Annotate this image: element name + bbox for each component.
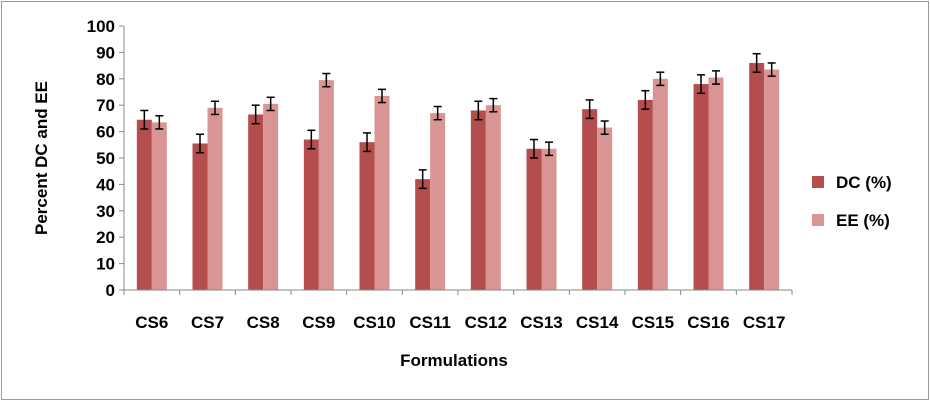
bar-ee: [207, 107, 223, 290]
bar-dc: [693, 84, 709, 290]
bar-ee: [597, 127, 613, 290]
bar-ee: [151, 122, 167, 290]
y-tick-label: 10: [96, 255, 115, 274]
bar-ee: [541, 148, 557, 290]
bar-ee: [263, 103, 279, 290]
x-tick-label: CS16: [687, 313, 730, 332]
x-axis-ticks: CS6 CS7 CS8 CS9 CS10 CS11 CS12 CS13 CS14 CS15 CS16…: [123, 290, 793, 332]
x-tick-label: CS12: [465, 313, 508, 332]
legend: DC (%) EE (%): [812, 173, 892, 230]
bars: [136, 62, 780, 291]
y-tick-label: 70: [96, 96, 115, 115]
bar-dc: [359, 142, 375, 290]
bar-dc: [192, 143, 208, 290]
x-tick-label: CS7: [191, 313, 224, 332]
y-axis-ticks: 0 10 20 30 40 50 60 70 80 90 100: [87, 17, 124, 300]
x-tick-label: CS13: [520, 313, 563, 332]
x-tick-label: CS9: [302, 313, 335, 332]
bar-dc: [582, 109, 598, 290]
bar-dc: [415, 179, 431, 290]
x-tick-label: CS14: [576, 313, 619, 332]
x-tick-label: CS11: [409, 313, 451, 332]
bar-dc: [526, 148, 542, 290]
y-tick-label: 90: [96, 43, 115, 62]
y-tick-label: 0: [106, 281, 115, 300]
y-tick-label: 40: [96, 175, 115, 194]
bar-ee: [652, 78, 668, 290]
bar-ee: [430, 113, 446, 291]
y-tick-label: 50: [96, 149, 115, 168]
y-tick-label: 30: [96, 202, 115, 221]
y-tick-label: 100: [87, 17, 115, 36]
y-tick-label: 20: [96, 228, 115, 247]
bar-dc: [749, 62, 765, 291]
y-axis-title: Percent DC and EE: [32, 81, 51, 235]
bar-dc: [136, 119, 152, 290]
y-tick-label: 60: [96, 123, 115, 142]
x-tick-label: CS17: [743, 313, 786, 332]
bar-dc: [303, 139, 319, 290]
x-axis-title: Formulations: [400, 351, 508, 370]
x-tick-label: CS15: [632, 313, 675, 332]
x-tick-label: CS6: [135, 313, 168, 332]
bar-ee: [485, 105, 501, 290]
legend-label-dc: DC (%): [836, 173, 892, 192]
legend-swatch-ee: [812, 214, 824, 226]
bar-dc: [470, 110, 486, 290]
error-bars: [140, 52, 776, 190]
bar-ee: [318, 80, 334, 291]
y-tick-label: 80: [96, 70, 115, 89]
bar-dc: [637, 99, 653, 290]
bar-ee: [764, 69, 780, 290]
bar-ee: [708, 77, 724, 290]
x-tick-label: CS8: [247, 313, 280, 332]
x-tick-label: CS10: [353, 313, 396, 332]
legend-label-ee: EE (%): [836, 211, 890, 230]
legend-swatch-dc: [812, 176, 824, 188]
bar-ee: [374, 95, 390, 291]
bar-dc: [248, 114, 264, 290]
